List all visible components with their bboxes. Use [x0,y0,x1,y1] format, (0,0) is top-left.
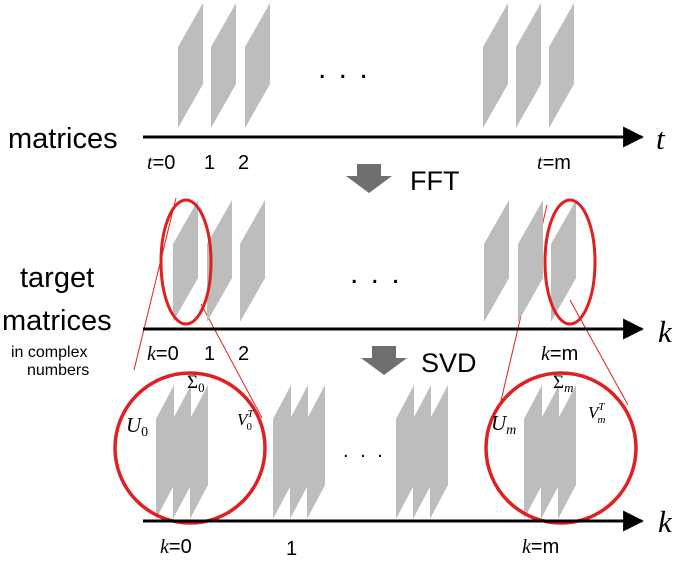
svd-factor-plate [156,385,174,519]
matrix-plate [516,3,541,128]
row1-tick-1: 1 [204,152,215,174]
matrix-plate [211,3,236,128]
svd-factor-plate [558,385,576,519]
zoom-circle-km [484,371,638,525]
row2-label-matrices: matrices [2,305,112,337]
row2-ellipsis: . . . [350,257,402,290]
svd-down-arrow-icon [361,346,407,375]
row2-tick-1: 1 [204,343,215,365]
v0t-label: VT 0 [237,408,254,433]
svd-factor-plate [524,385,542,519]
projection-line-left-a [133,197,177,371]
svd-factor-plate [173,385,191,519]
target-matrix-plate [173,200,198,322]
sigmam-label: Σm [553,372,573,395]
sigma0-label: Σ0 [187,372,205,395]
svd-factor-plate [307,385,325,519]
u0-label: U0 [126,413,148,440]
row1-plates [178,3,574,128]
projection-line-right-b [569,299,629,406]
svd-factor-plate [190,385,208,519]
row2-tick-m: k=m [541,343,578,365]
row1-label-matrices: matrices [8,123,118,155]
row2-plates [173,200,576,322]
row3-tick-0: k=0 [160,536,192,558]
matrix-plate [245,3,270,128]
zoom-circle-k0 [113,371,267,525]
row1-tick-0: t=0 [147,152,175,174]
vmt-label: VT m [588,401,606,426]
svd-factor-plate [396,385,414,519]
svd-factor-plate [430,385,448,519]
row2-tick-2: 2 [238,343,249,365]
row3-tick-m: k=m [522,536,559,558]
target-matrix-plate [551,200,576,322]
row3-axis-variable: k [658,504,673,539]
target-matrix-plate [240,200,265,322]
row2-label-numbers: numbers [27,362,89,379]
fft-step-label: FFT [410,166,459,196]
row1-axis-variable: t [656,121,666,156]
highlight-ellipse-k0 [159,198,213,326]
highlight-ellipse-km [543,198,597,326]
row2-axis-variable: k [658,314,673,349]
svd-factor-plate [273,385,291,519]
target-matrix-plate [518,200,543,322]
fft-down-arrow-icon [346,164,392,193]
row2-tick-0: k=0 [147,343,179,365]
svd-step-label: SVD [421,348,477,378]
svd-factor-plate [541,385,559,519]
row2-label-in-complex: in complex [11,344,87,361]
row1-ellipsis: . . . [318,52,370,85]
row3-ellipsis: . . . [343,440,386,462]
svd-factor-plate [413,385,431,519]
svd-factor-plate [290,385,308,519]
matrix-plate [549,3,574,128]
projection-line-left-b [200,303,263,419]
row3-plates [156,385,576,519]
target-matrix-plate [207,200,232,322]
matrix-plate [483,3,508,128]
matrix-plate [178,3,203,128]
row1-tick-m: t=m [537,152,571,174]
target-matrix-plate [484,200,509,322]
row3-tick-1: 1 [286,538,297,560]
row1-tick-2: 2 [238,152,249,174]
um-label: Um [491,411,516,438]
row2-label-target: target [20,262,94,294]
